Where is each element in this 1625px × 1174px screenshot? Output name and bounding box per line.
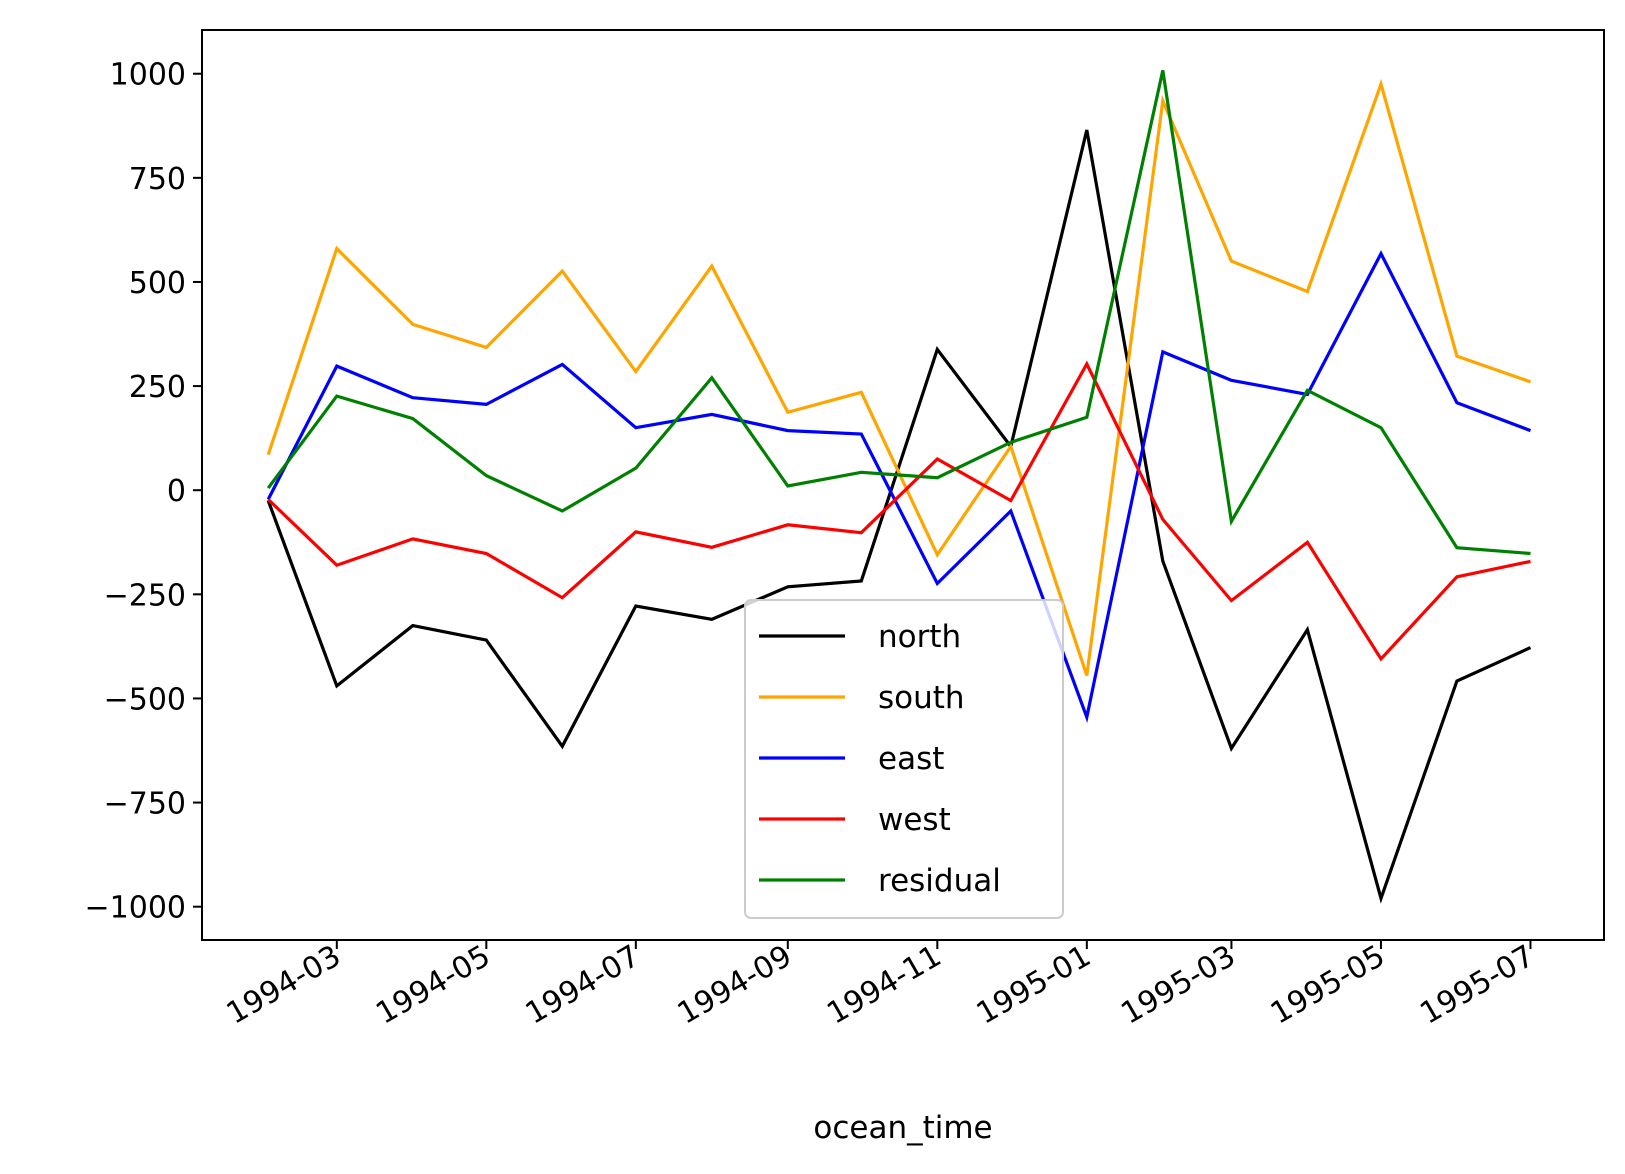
series-line-west: [267, 360, 1531, 662]
x-tick-label: 1994-03: [221, 939, 347, 1032]
x-tick-label: 1995-07: [1414, 939, 1540, 1032]
series-line-east: [266, 250, 1532, 723]
legend-box: [744, 599, 1064, 919]
x-tick-label: 1994-07: [520, 939, 646, 1032]
axes: [201, 29, 1605, 941]
legend-label-north: north: [878, 619, 961, 655]
x-tick-label: 1994-11: [821, 939, 947, 1032]
x-tick-label: 1995-05: [1265, 939, 1391, 1032]
y-tick-label: 1000: [110, 58, 186, 93]
y-tick-label: 750: [129, 162, 186, 197]
y-tick-label: −750: [104, 787, 186, 822]
legend-label-west: west: [878, 802, 951, 838]
series-line-south: [266, 78, 1532, 677]
legend-label-south: south: [878, 680, 965, 716]
series-line-north: [266, 129, 1532, 904]
series-line-residual: [266, 70, 1531, 556]
y-tick-label: −1000: [85, 891, 186, 926]
x-axis-ticks: 1994-03 1994-05 1994-07 1994-09 1994-11 1995-…: [221, 939, 1541, 1032]
plot-frame: [201, 29, 1605, 941]
legend: north south east west residual: [744, 599, 1064, 919]
y-tick-label: 500: [129, 266, 186, 301]
x-tick-label: 1995-03: [1115, 939, 1241, 1032]
y-tick-label: 250: [129, 370, 186, 405]
y-tick-label: −250: [104, 578, 186, 613]
legend-label-residual: residual: [878, 863, 1001, 899]
series-lines: [266, 70, 1532, 904]
x-tick-label: 1995-01: [971, 939, 1097, 1032]
y-tick-label: −500: [104, 682, 186, 717]
x-axis-label: ocean_time: [813, 1110, 992, 1146]
y-tick-label: 0: [167, 474, 186, 509]
legend-label-east: east: [878, 741, 944, 777]
x-tick-label: 1994-09: [672, 939, 798, 1032]
y-axis-ticks: 1000 750 500 250 0 −250 −500 −750 −1000: [85, 58, 202, 926]
x-tick-label: 1994-05: [370, 939, 496, 1032]
